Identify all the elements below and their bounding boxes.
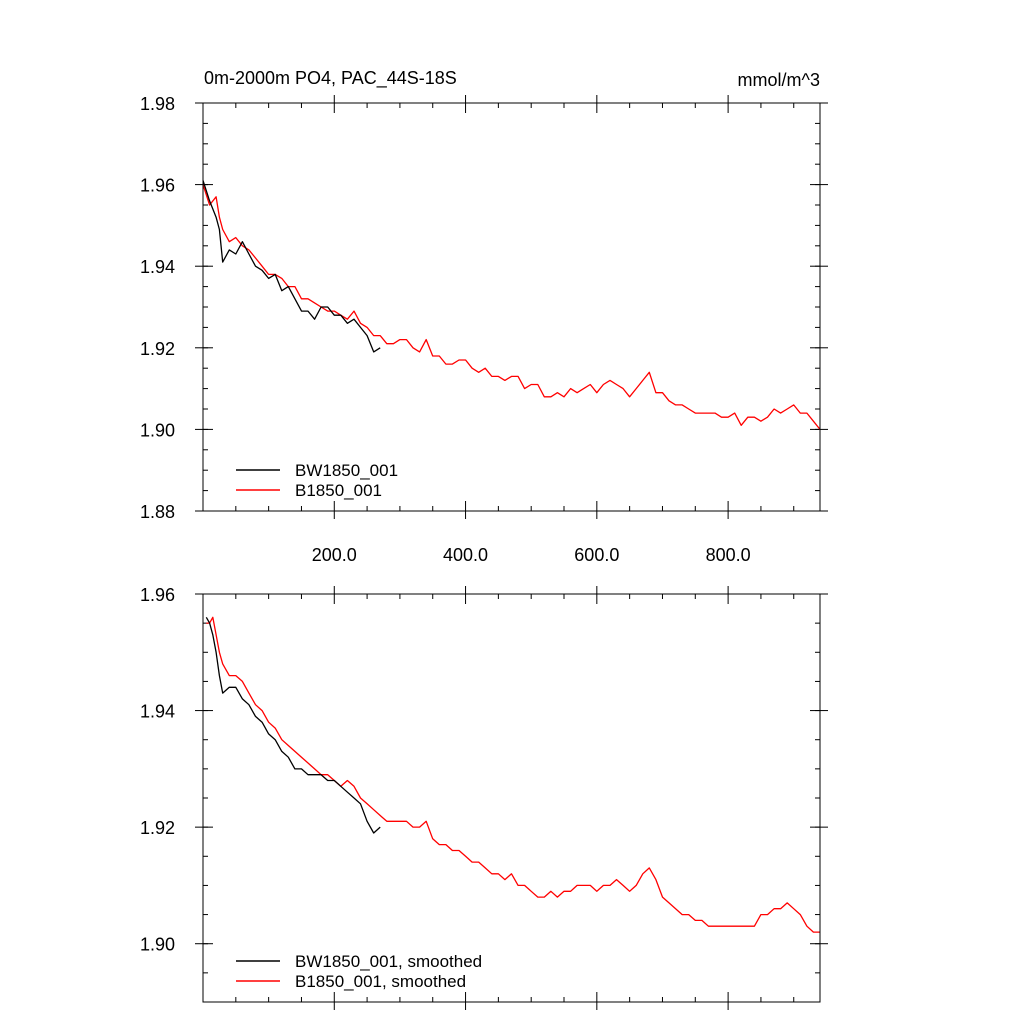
y-tick-label: 1.92: [140, 818, 175, 838]
bottom-ticks: 1.90 1.92 1.94 1.96: [140, 585, 828, 1010]
y-tick-label: 1.90: [140, 935, 175, 955]
y-tick-label: 1.94: [140, 702, 175, 722]
legend-label-b1850-smoothed: B1850_001, smoothed: [295, 972, 466, 991]
y-tick-label: 1.98: [140, 94, 175, 114]
series-line-bw1850-001-smoothed: [205, 616, 381, 834]
legend-label-b1850: B1850_001: [295, 481, 382, 500]
y-tick-label: 1.96: [140, 585, 175, 605]
top-ticks: 1.88 1.90 1.92 1.94 1.96 1.98 200.0 400.0 600.0 8…: [140, 94, 828, 565]
legend-label-bw1850: BW1850_001: [295, 461, 398, 480]
y-tick-label: 1.92: [140, 339, 175, 359]
top-legend: BW1850_001 B1850_001: [236, 461, 398, 500]
bottom-plot-frame: [202, 593, 821, 1003]
x-tick-label: 200.0: [312, 545, 357, 565]
series-line-bw1850-001: [202, 180, 381, 353]
bottom-panel: 1.90 1.92 1.94 1.96 BW1850_001, smoothed B1…: [140, 585, 828, 1010]
x-tick-label: 800.0: [706, 545, 751, 565]
bottom-series-group: [205, 616, 821, 933]
series-line-b1850-001-smoothed: [206, 616, 820, 933]
y-tick-label: 1.90: [140, 420, 175, 440]
units-label: mmol/m^3: [738, 70, 820, 90]
y-tick-label: 1.88: [140, 502, 175, 522]
chart-title: 0m-2000m PO4, PAC_44S-18S: [204, 68, 457, 89]
top-series-group: [202, 180, 821, 430]
legend-label-bw1850-smoothed: BW1850_001, smoothed: [295, 952, 482, 971]
top-panel: 0m-2000m PO4, PAC_44S-18S mmol/m^3 1.881…: [140, 68, 828, 565]
bottom-legend: BW1850_001, smoothed B1850_001, smoothed: [236, 952, 482, 991]
x-tick-label: 400.0: [443, 545, 488, 565]
series-line-b1850-001: [202, 184, 821, 430]
y-tick-label: 1.94: [140, 257, 175, 277]
y-tick-label: 1.96: [140, 176, 175, 196]
top-plot-frame: [202, 102, 821, 512]
x-tick-label: 600.0: [574, 545, 619, 565]
